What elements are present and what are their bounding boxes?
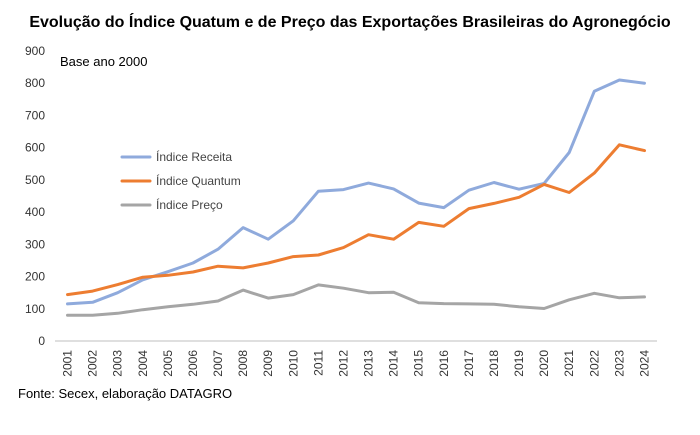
legend-label: Índice Preço [156, 197, 223, 212]
x-tick-label: 2013 [362, 350, 376, 377]
x-tick-label: 2016 [437, 350, 451, 377]
x-tick-label: 2008 [236, 350, 250, 377]
x-tick-label: 2003 [111, 350, 125, 377]
y-tick-label: 900 [25, 44, 45, 58]
x-tick-label: 2018 [487, 350, 501, 377]
x-tick-label: 2019 [512, 350, 526, 377]
x-tick-label: 2012 [336, 350, 350, 377]
y-tick-label: 800 [25, 76, 45, 90]
x-tick-label: 2001 [61, 350, 75, 377]
series-line [66, 78, 646, 306]
x-tick-label: 2017 [462, 350, 476, 377]
y-tick-label: 600 [25, 141, 45, 155]
x-tick-label: 2020 [537, 350, 551, 377]
legend-label: Índice Receita [156, 149, 232, 164]
y-tick-label: 500 [25, 173, 45, 187]
x-tick-label: 2009 [261, 350, 275, 377]
y-tick-label: 300 [25, 237, 45, 251]
x-tick-label: 2005 [161, 350, 175, 377]
x-tick-label: 2023 [612, 350, 626, 377]
x-tick-label: 2022 [587, 350, 601, 377]
x-tick-label: 2002 [86, 350, 100, 377]
x-tick-label: 2011 [311, 350, 325, 376]
series-line [66, 143, 646, 297]
x-tick-label: 2004 [136, 350, 150, 377]
series-line [66, 283, 646, 317]
source-note: Fonte: Secex, elaboração DATAGRO [18, 386, 233, 401]
y-tick-label: 200 [25, 270, 45, 284]
x-tick-label: 2014 [387, 350, 401, 377]
x-tick-label: 2006 [186, 350, 200, 377]
x-tick-label: 2007 [211, 350, 225, 377]
chart-subtitle: Base ano 2000 [60, 54, 148, 69]
y-tick-label: 400 [25, 205, 45, 219]
x-tick-label: 2010 [286, 350, 300, 377]
legend-label: Índice Quantum [156, 173, 241, 188]
y-tick-label: 0 [38, 334, 45, 348]
y-tick-label: 100 [25, 302, 45, 316]
x-tick-label: 2024 [637, 350, 651, 377]
chart-title: Evolução do Índice Quatum e de Preço das… [29, 14, 671, 31]
x-tick-label: 2015 [412, 350, 426, 377]
x-tick-label: 2021 [562, 350, 576, 377]
y-tick-label: 700 [25, 108, 45, 122]
